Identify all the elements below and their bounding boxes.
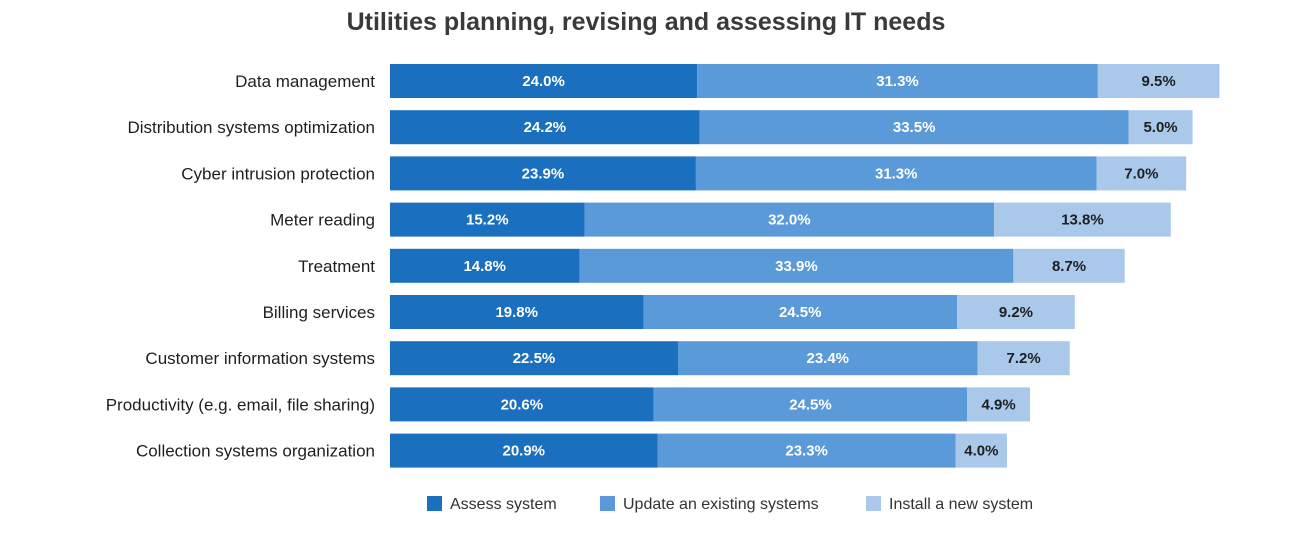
data-label: 23.3%	[785, 443, 828, 460]
data-label: 23.9%	[522, 165, 565, 182]
category-label: Meter reading	[270, 211, 375, 230]
data-label: 32.0%	[768, 212, 811, 229]
chart-title: Utilities planning, revising and assessi…	[346, 8, 946, 36]
bar-segment-2	[678, 341, 978, 376]
data-label: 4.0%	[964, 443, 998, 460]
bar-segment-1	[390, 295, 644, 329]
bar-segment-2	[697, 64, 1098, 98]
legend-label: Install a new system	[889, 496, 1033, 513]
legend-swatch	[600, 496, 615, 511]
legend-label: Update an existing systems	[623, 496, 819, 513]
data-label: 19.8%	[495, 304, 538, 321]
bar-segment-2	[699, 110, 1129, 145]
bar-segment-2	[653, 387, 968, 422]
category-label: Distribution systems optimization	[127, 118, 375, 137]
bar-segment-3	[967, 387, 1030, 422]
bar-segment-1	[390, 156, 696, 191]
data-label: 9.5%	[1142, 73, 1176, 90]
bar-segment-2	[584, 202, 995, 237]
bar-segment-1	[390, 64, 698, 98]
category-label: Treatment	[298, 257, 375, 276]
bar-segment-3	[1097, 64, 1220, 98]
data-label: 22.5%	[513, 350, 556, 367]
data-label: 20.6%	[501, 396, 544, 413]
data-label: 24.2%	[524, 119, 567, 136]
bar-segment-1	[390, 387, 654, 422]
data-label: 24.5%	[779, 304, 822, 321]
bar-segment-3	[977, 341, 1070, 376]
data-label: 31.3%	[875, 165, 918, 182]
category-label: Data management	[235, 72, 375, 91]
bar-segment-3	[1096, 156, 1187, 191]
bar-segment-1	[390, 202, 585, 237]
category-label: Customer information systems	[145, 349, 375, 368]
legend-label: Assess system	[450, 496, 557, 513]
category-label: Cyber intrusion protection	[181, 164, 375, 183]
data-label: 23.4%	[806, 350, 849, 367]
data-label: 4.9%	[982, 396, 1016, 413]
data-label: 24.0%	[522, 73, 565, 90]
data-label: 20.9%	[502, 443, 545, 460]
bar-segment-2	[695, 156, 1097, 191]
data-label: 9.2%	[999, 304, 1033, 321]
data-label: 7.0%	[1124, 165, 1158, 182]
data-label: 15.2%	[466, 212, 509, 229]
bar-segment-3	[957, 295, 1075, 329]
bar-segment-1	[390, 110, 700, 145]
bar-segment-1	[390, 433, 658, 468]
data-label: 33.9%	[775, 258, 818, 275]
bar-segment-2	[579, 248, 1014, 283]
legend-swatch	[866, 496, 881, 511]
data-label: 31.3%	[876, 73, 919, 90]
bar-segment-3	[1128, 110, 1193, 145]
bar-segment-3	[994, 202, 1171, 237]
data-label: 5.0%	[1143, 119, 1177, 136]
bar-segment-2	[643, 295, 958, 329]
bar-segment-2	[657, 433, 956, 468]
bar-segment-1	[390, 248, 580, 283]
data-label: 24.5%	[789, 396, 832, 413]
category-label: Productivity (e.g. email, file sharing)	[106, 395, 375, 414]
bar-segment-3	[1013, 248, 1125, 283]
data-label: 8.7%	[1052, 258, 1086, 275]
bar-segment-3	[955, 433, 1007, 468]
legend-swatch	[427, 496, 442, 511]
data-label: 7.2%	[1006, 350, 1040, 367]
data-label: 13.8%	[1061, 212, 1104, 229]
data-label: 14.8%	[463, 258, 506, 275]
category-label: Billing services	[263, 303, 375, 322]
bar-segment-1	[390, 341, 678, 376]
category-label: Collection systems organization	[136, 442, 375, 461]
data-label: 33.5%	[893, 119, 936, 136]
